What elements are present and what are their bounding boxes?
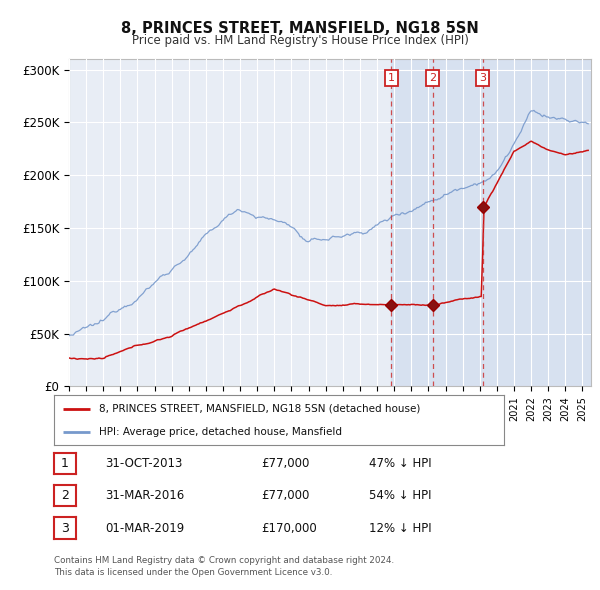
Text: £77,000: £77,000 [261,489,310,502]
Text: 3: 3 [61,522,69,535]
Text: 31-MAR-2016: 31-MAR-2016 [105,489,184,502]
Text: 8, PRINCES STREET, MANSFIELD, NG18 5SN (detached house): 8, PRINCES STREET, MANSFIELD, NG18 5SN (… [99,404,421,414]
Text: 2: 2 [429,73,436,83]
Bar [391,59,599,386]
Text: 1: 1 [61,457,69,470]
Text: HPI: Average price, detached house, Mansfield: HPI: Average price, detached house, Mans… [99,427,342,437]
Text: 2: 2 [61,489,69,502]
Text: £170,000: £170,000 [261,522,317,535]
Text: 12% ↓ HPI: 12% ↓ HPI [369,522,431,535]
Text: 1: 1 [388,73,395,83]
Text: 3: 3 [479,73,486,83]
Text: Contains HM Land Registry data © Crown copyright and database right 2024.
This d: Contains HM Land Registry data © Crown c… [54,556,394,577]
Text: Price paid vs. HM Land Registry's House Price Index (HPI): Price paid vs. HM Land Registry's House … [131,34,469,47]
Text: 54% ↓ HPI: 54% ↓ HPI [369,489,431,502]
Text: 8, PRINCES STREET, MANSFIELD, NG18 5SN: 8, PRINCES STREET, MANSFIELD, NG18 5SN [121,21,479,35]
Text: 47% ↓ HPI: 47% ↓ HPI [369,457,431,470]
Text: 31-OCT-2013: 31-OCT-2013 [105,457,182,470]
Text: 01-MAR-2019: 01-MAR-2019 [105,522,184,535]
Text: £77,000: £77,000 [261,457,310,470]
